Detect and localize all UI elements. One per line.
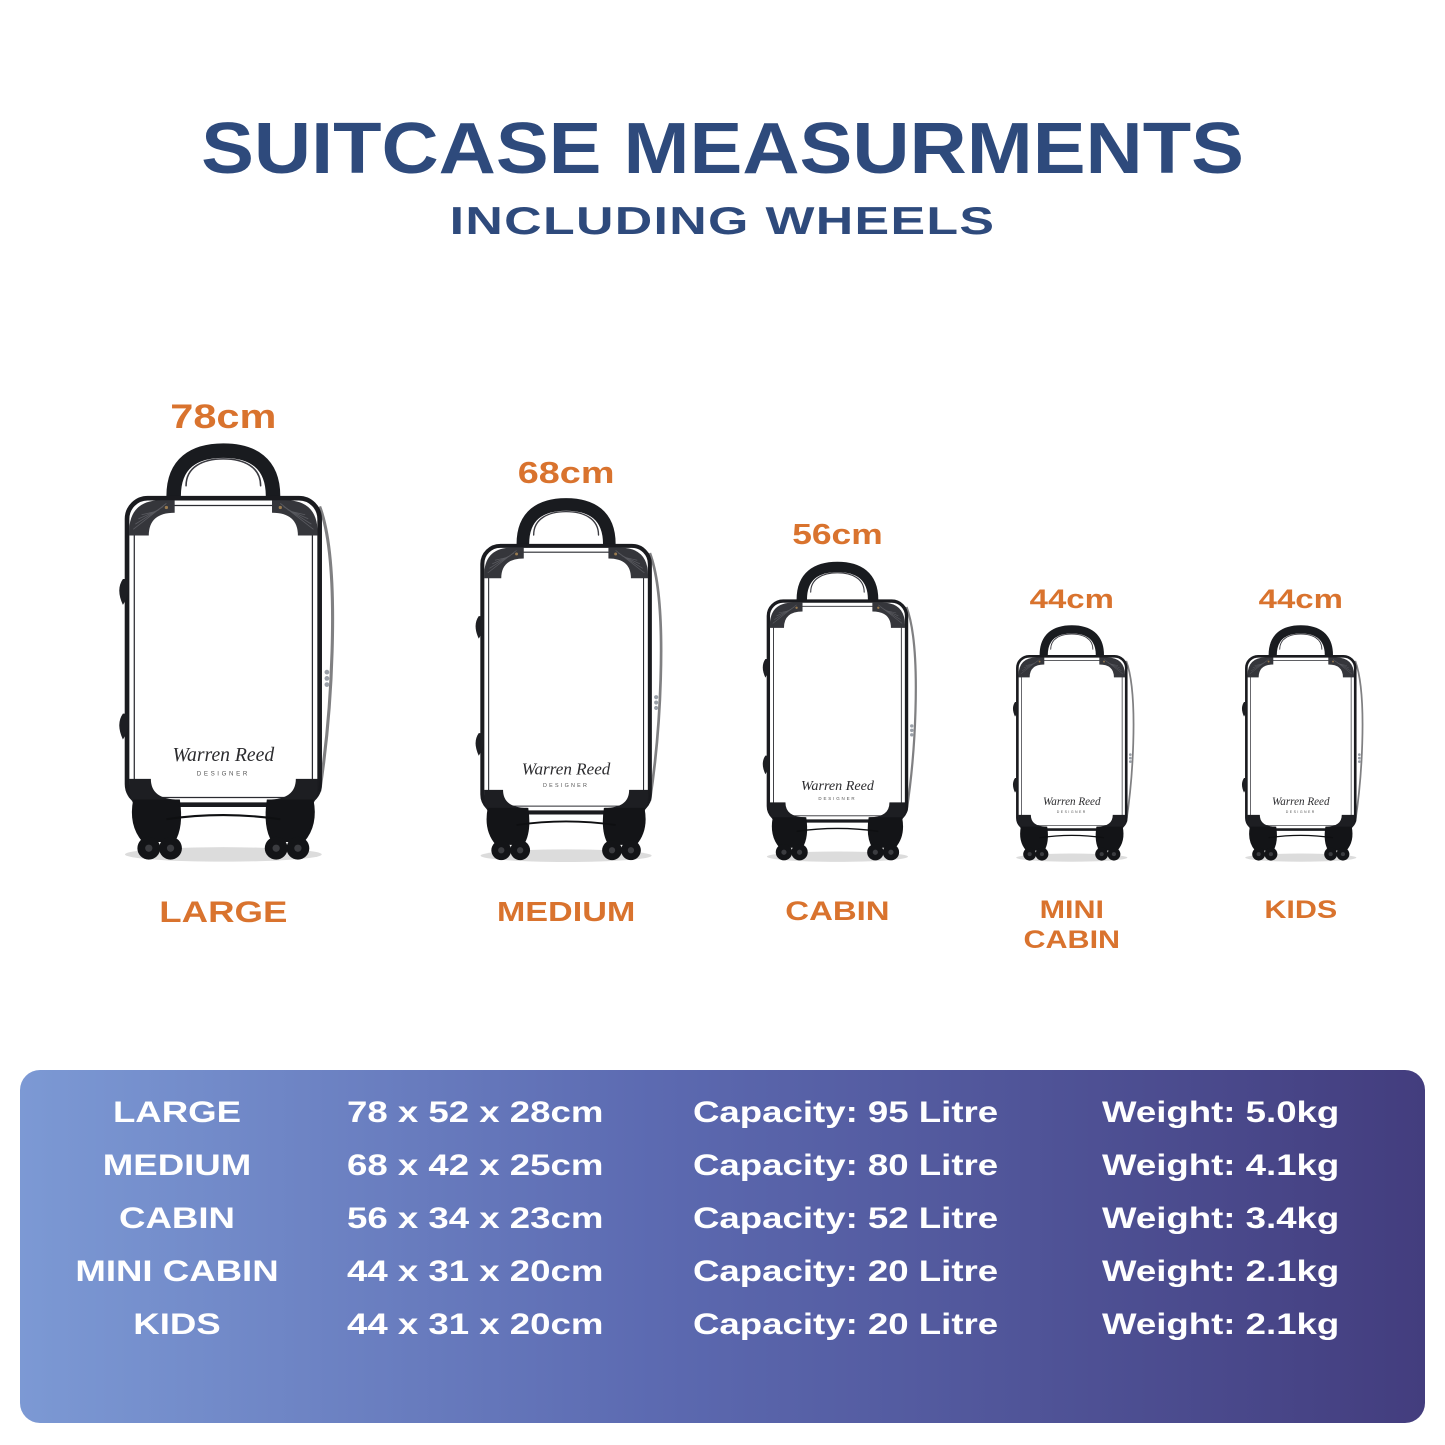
svg-text:Warren Reed: Warren Reed bbox=[800, 777, 874, 793]
svg-text:DESIGNER: DESIGNER bbox=[1057, 810, 1087, 814]
svg-text:Warren Reed: Warren Reed bbox=[1043, 795, 1101, 807]
svg-text:Warren Reed: Warren Reed bbox=[172, 745, 274, 767]
svg-text:DESIGNER: DESIGNER bbox=[543, 783, 589, 789]
svg-text:DESIGNER: DESIGNER bbox=[196, 771, 249, 778]
svg-text:DESIGNER: DESIGNER bbox=[818, 796, 856, 801]
svg-text:Warren Reed: Warren Reed bbox=[522, 759, 611, 778]
svg-text:DESIGNER: DESIGNER bbox=[1286, 810, 1316, 814]
svg-text:Warren Reed: Warren Reed bbox=[1272, 795, 1330, 807]
